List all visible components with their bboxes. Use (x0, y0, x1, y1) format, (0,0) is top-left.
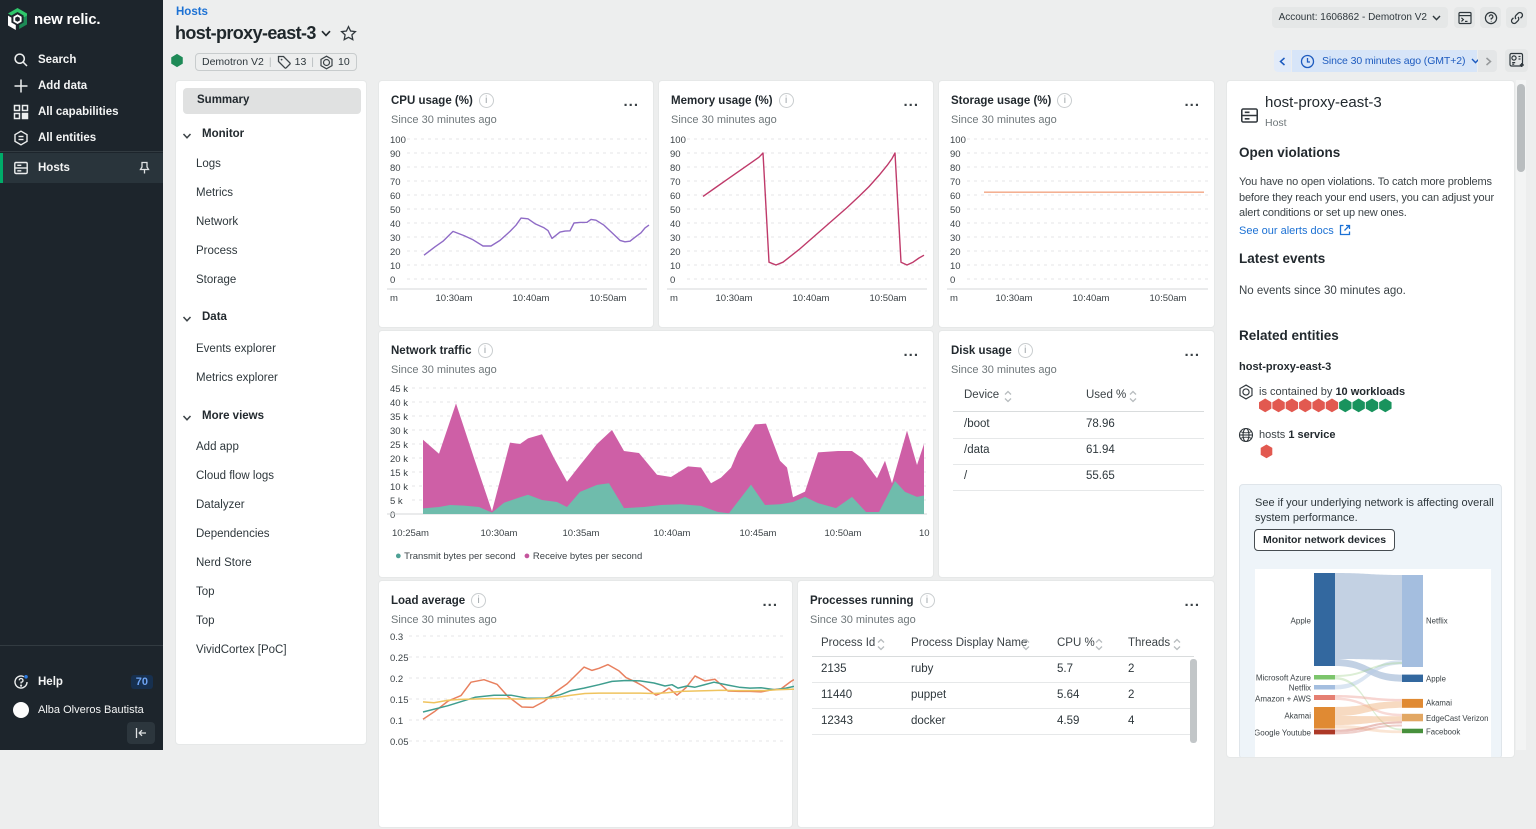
svg-text:0.15: 0.15 (390, 695, 409, 706)
svg-text:10:40am: 10:40am (1073, 293, 1110, 304)
svg-text:10:25am: 10:25am (392, 528, 429, 539)
svg-text:70: 70 (950, 177, 961, 188)
svg-text:EdgeCast Verizon: EdgeCast Verizon (1426, 714, 1488, 723)
svg-text:50: 50 (390, 205, 401, 216)
svg-text:10:35am: 10:35am (563, 528, 600, 539)
svg-text:25 k: 25 k (390, 440, 408, 451)
svg-text:m: m (390, 293, 398, 304)
svg-text:new relic.: new relic. (34, 11, 100, 28)
svg-text:60: 60 (950, 191, 961, 202)
svg-text:10:30am: 10:30am (716, 293, 753, 304)
svg-text:10: 10 (390, 261, 401, 272)
svg-text:40: 40 (950, 219, 961, 230)
svg-text:0.1: 0.1 (390, 716, 403, 727)
svg-text:10:50am: 10:50am (870, 293, 907, 304)
svg-text:35 k: 35 k (390, 412, 408, 423)
svg-text:0.3: 0.3 (390, 632, 403, 643)
svg-text:100: 100 (950, 135, 966, 146)
svg-text:10:40am: 10:40am (654, 528, 691, 539)
svg-text:0.25: 0.25 (390, 653, 409, 664)
svg-text:Apple: Apple (1291, 617, 1312, 626)
svg-text:20 k: 20 k (390, 454, 408, 465)
svg-text:30: 30 (670, 233, 681, 244)
svg-text:5 k: 5 k (390, 496, 403, 507)
svg-text:10:45am: 10:45am (740, 528, 777, 539)
svg-text:30: 30 (950, 233, 961, 244)
svg-text:10:40am: 10:40am (513, 293, 550, 304)
svg-text:90: 90 (670, 149, 681, 160)
svg-text:Google Youtube: Google Youtube (1255, 729, 1312, 738)
svg-text:70: 70 (390, 177, 401, 188)
svg-text:Microsoft Azure: Microsoft Azure (1256, 674, 1312, 683)
svg-text:m: m (950, 293, 958, 304)
svg-text:10:50am: 10:50am (1150, 293, 1187, 304)
svg-text:100: 100 (670, 135, 686, 146)
svg-text:Akamai: Akamai (1284, 712, 1311, 721)
svg-text:60: 60 (390, 191, 401, 202)
svg-text:80: 80 (670, 163, 681, 174)
svg-text:10:50am: 10:50am (825, 528, 862, 539)
svg-text:10:30am: 10:30am (436, 293, 473, 304)
svg-text:40: 40 (670, 219, 681, 230)
svg-text:m: m (670, 293, 678, 304)
svg-text:10:50am: 10:50am (590, 293, 627, 304)
svg-text:10: 10 (670, 261, 681, 272)
svg-text:Facebook: Facebook (1426, 728, 1460, 737)
svg-text:0: 0 (390, 275, 395, 286)
svg-text:100: 100 (390, 135, 406, 146)
svg-text:20: 20 (950, 247, 961, 258)
svg-text:40: 40 (390, 219, 401, 230)
svg-text:0.2: 0.2 (390, 674, 403, 685)
svg-text:10:30am: 10:30am (996, 293, 1033, 304)
svg-text:20: 20 (670, 247, 681, 258)
svg-text:Akamai: Akamai (1426, 699, 1452, 708)
svg-text:15 k: 15 k (390, 468, 408, 479)
svg-text:40 k: 40 k (390, 398, 408, 409)
svg-text:0: 0 (950, 275, 955, 286)
svg-text:50: 50 (670, 205, 681, 216)
svg-text:80: 80 (950, 163, 961, 174)
svg-text:0: 0 (670, 275, 675, 286)
svg-text:10 k: 10 k (390, 482, 408, 493)
svg-text:30 k: 30 k (390, 426, 408, 437)
svg-text:Amazon + AWS: Amazon + AWS (1255, 695, 1311, 704)
svg-text:10: 10 (950, 261, 961, 272)
svg-text:10: 10 (919, 528, 930, 539)
svg-text:0: 0 (390, 510, 395, 521)
svg-text:70: 70 (670, 177, 681, 188)
svg-text:Netflix: Netflix (1426, 617, 1448, 626)
svg-text:45 k: 45 k (390, 384, 408, 395)
svg-text:50: 50 (950, 205, 961, 216)
svg-text:90: 90 (390, 149, 401, 160)
svg-text:80: 80 (390, 163, 401, 174)
svg-text:0.05: 0.05 (390, 737, 409, 748)
svg-text:Netflix: Netflix (1289, 684, 1311, 693)
svg-text:10:30am: 10:30am (481, 528, 518, 539)
svg-text:90: 90 (950, 149, 961, 160)
svg-text:20: 20 (390, 247, 401, 258)
svg-text:60: 60 (670, 191, 681, 202)
svg-text:10:40am: 10:40am (793, 293, 830, 304)
svg-text:30: 30 (390, 233, 401, 244)
svg-text:Apple: Apple (1426, 675, 1446, 684)
